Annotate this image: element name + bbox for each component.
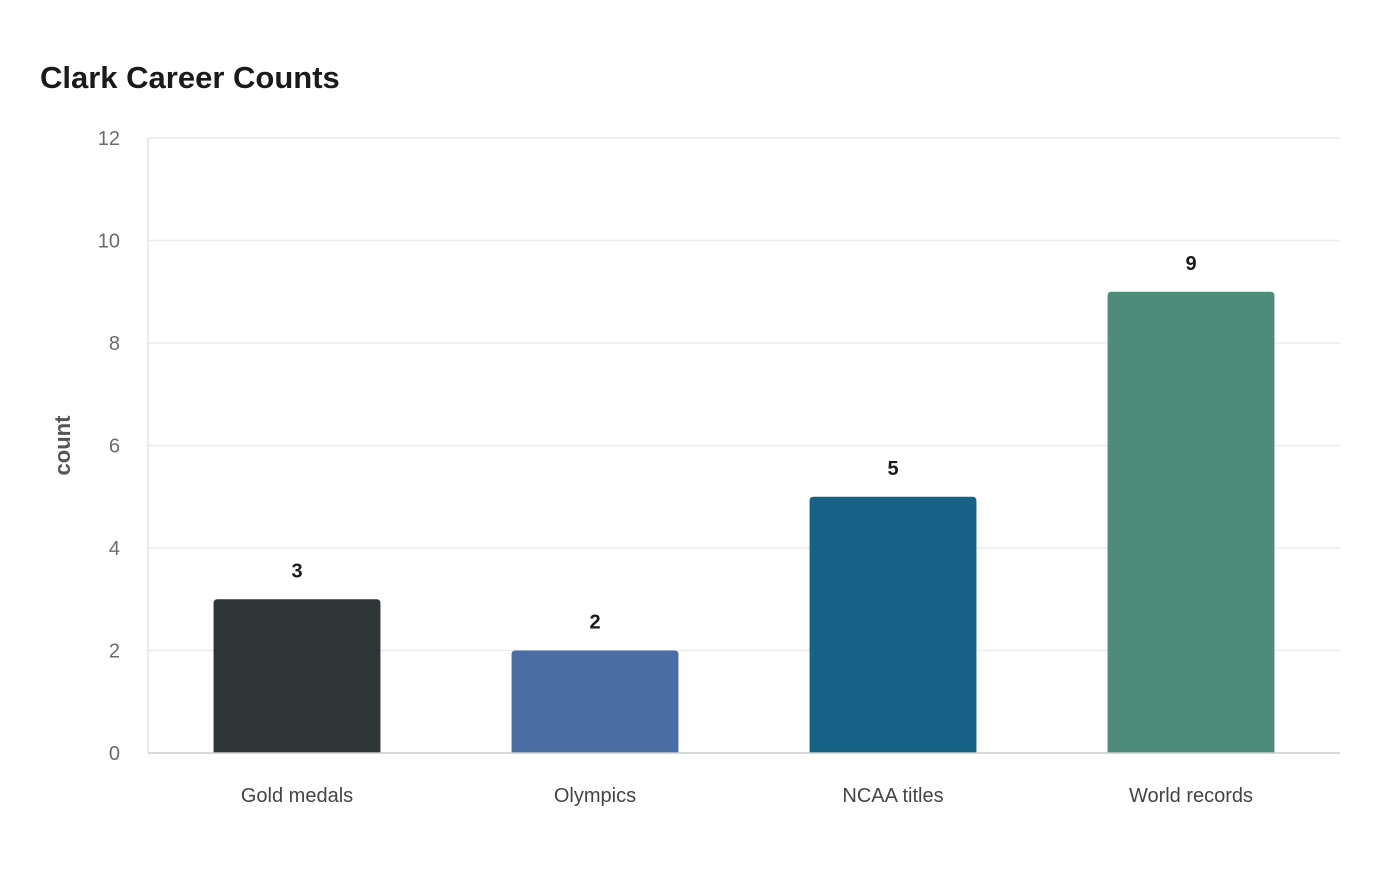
y-tick-labels: 0 2 4 6 8 10 12 (98, 128, 120, 765)
chart-title: Clark Career Counts (40, 60, 340, 95)
value-label: 2 (589, 612, 600, 634)
y-tick-label: 8 (109, 333, 120, 355)
x-tick-label: NCAA titles (842, 785, 943, 807)
y-tick-label: 6 (109, 436, 120, 458)
x-tick-label: Gold medals (241, 785, 353, 807)
x-tick-labels: Gold medals Olympics NCAA titles World reco… (241, 785, 1253, 807)
bar-olympics (511, 650, 679, 753)
y-tick-label: 10 (98, 231, 120, 253)
y-tick-label: 2 (109, 641, 120, 663)
y-axis-title: count (50, 415, 75, 476)
value-label: 5 (887, 458, 898, 480)
x-tick-label: World records (1129, 785, 1253, 807)
value-labels: 3 2 5 9 (291, 253, 1196, 634)
x-tick-label: Olympics (554, 785, 636, 807)
bars (213, 291, 1275, 753)
value-label: 3 (291, 560, 302, 582)
bar-world-records (1107, 291, 1275, 753)
y-tick-label: 12 (98, 128, 120, 150)
value-label: 9 (1185, 253, 1196, 275)
y-tick-label: 0 (109, 743, 120, 765)
y-tick-label: 4 (109, 538, 120, 560)
bar-ncaa-titles (809, 496, 977, 753)
bar-gold-medals (213, 599, 381, 753)
